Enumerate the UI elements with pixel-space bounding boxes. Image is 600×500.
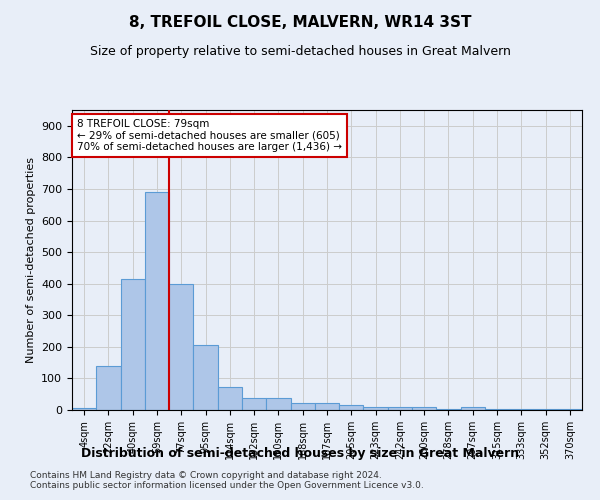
Bar [388,407,412,410]
Bar [96,366,121,410]
Text: 8 TREFOIL CLOSE: 79sqm
← 29% of semi-detached houses are smaller (605)
70% of se: 8 TREFOIL CLOSE: 79sqm ← 29% of semi-det… [77,119,342,152]
Bar [364,407,388,410]
Text: Contains HM Land Registry data © Crown copyright and database right 2024.: Contains HM Land Registry data © Crown c… [30,470,382,480]
Text: Contains public sector information licensed under the Open Government Licence v3: Contains public sector information licen… [30,480,424,490]
Bar [315,403,339,410]
Bar [461,407,485,410]
Bar [412,407,436,410]
Bar [266,398,290,410]
Bar [121,279,145,410]
Bar [193,346,218,410]
Bar [242,398,266,410]
Bar [339,406,364,410]
Bar [145,192,169,410]
Text: 8, TREFOIL CLOSE, MALVERN, WR14 3ST: 8, TREFOIL CLOSE, MALVERN, WR14 3ST [129,15,471,30]
Bar [72,408,96,410]
Bar [169,284,193,410]
Bar [290,403,315,410]
Y-axis label: Number of semi-detached properties: Number of semi-detached properties [26,157,35,363]
Text: Size of property relative to semi-detached houses in Great Malvern: Size of property relative to semi-detach… [89,45,511,58]
Bar [218,388,242,410]
Text: Distribution of semi-detached houses by size in Great Malvern: Distribution of semi-detached houses by … [81,448,519,460]
